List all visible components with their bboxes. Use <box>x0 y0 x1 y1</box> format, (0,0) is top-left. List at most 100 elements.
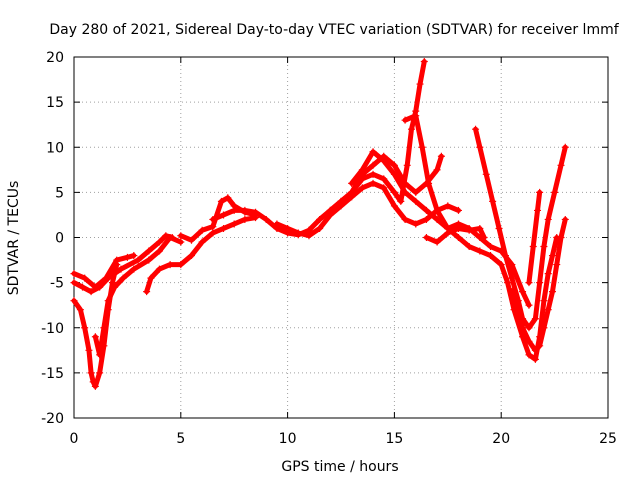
data-point-marker <box>369 179 377 187</box>
data-point-marker <box>487 252 495 260</box>
data-point-marker <box>531 346 539 354</box>
data-point-marker <box>390 202 398 210</box>
series-track-12 <box>422 224 488 246</box>
data-point-marker <box>224 194 232 202</box>
data-point-marker <box>561 215 569 223</box>
data-point-marker <box>508 274 516 282</box>
series-track-15 <box>525 188 544 287</box>
data-point-marker <box>418 143 426 151</box>
data-point-marker <box>380 157 388 165</box>
data-point-marker <box>217 197 225 205</box>
data-point-marker <box>96 369 104 377</box>
chart-title: Day 280 of 2021, Sidereal Day-to-day VTE… <box>49 22 619 38</box>
data-point-marker <box>369 148 377 156</box>
data-point-marker <box>544 306 552 314</box>
data-point-marker <box>412 188 420 196</box>
data-point-marker <box>519 288 527 296</box>
data-point-marker <box>525 337 533 345</box>
series-track-8 <box>273 179 462 240</box>
data-point-marker <box>529 243 537 251</box>
data-point-marker <box>465 226 473 234</box>
data-point-marker <box>525 279 533 287</box>
data-point-marker <box>220 211 228 219</box>
data-point-marker <box>540 324 548 332</box>
data-point-marker <box>433 238 441 246</box>
data-point-marker <box>252 208 260 216</box>
data-point-marker <box>104 297 112 305</box>
data-point-marker <box>501 252 509 260</box>
data-point-marker <box>294 229 302 237</box>
data-point-marker <box>422 206 430 214</box>
series-track-10 <box>348 148 533 309</box>
data-point-marker <box>316 224 324 232</box>
data-point-marker <box>433 215 441 223</box>
data-point-marker <box>401 188 409 196</box>
data-point-marker <box>476 143 484 151</box>
data-point-marker <box>390 161 398 169</box>
data-point-marker <box>390 170 398 178</box>
data-point-marker <box>348 179 356 187</box>
data-point-marker <box>465 243 473 251</box>
y-tick-label: 15 <box>46 95 64 111</box>
data-point-marker <box>525 324 533 332</box>
data-point-marker <box>96 283 104 291</box>
series-line <box>92 235 184 358</box>
data-point-marker <box>544 270 552 278</box>
data-point-marker <box>100 324 108 332</box>
x-tick-label: 25 <box>599 431 617 447</box>
data-point-marker <box>177 261 185 269</box>
data-point-marker <box>403 161 411 169</box>
data-point-marker <box>519 324 527 332</box>
data-point-marker <box>76 306 84 314</box>
data-point-marker <box>89 378 97 386</box>
data-point-marker <box>155 238 163 246</box>
data-point-marker <box>401 116 409 124</box>
data-point-marker <box>177 238 185 246</box>
data-point-marker <box>444 229 452 237</box>
series-track-13 <box>472 125 569 332</box>
x-tick-label: 15 <box>385 431 403 447</box>
data-point-marker <box>444 202 452 210</box>
data-point-marker <box>96 351 104 359</box>
data-point-marker <box>284 224 292 232</box>
data-point-marker <box>557 161 565 169</box>
data-point-marker <box>476 247 484 255</box>
series-line <box>509 216 568 353</box>
series-track-2 <box>70 232 176 296</box>
data-point-marker <box>155 247 163 255</box>
y-tick-label: 5 <box>55 185 64 201</box>
data-point-marker <box>147 274 155 282</box>
data-point-marker <box>111 283 119 291</box>
data-point-marker <box>166 234 174 241</box>
data-point-marker <box>162 232 170 240</box>
data-point-marker <box>145 256 153 264</box>
data-point-marker <box>544 215 552 223</box>
x-tick-label: 10 <box>279 431 297 447</box>
data-point-marker <box>209 223 217 231</box>
data-point-marker <box>305 232 313 240</box>
data-point-marker <box>87 288 95 296</box>
y-tick-label: 10 <box>46 140 64 156</box>
data-point-marker <box>489 197 497 205</box>
data-point-marker <box>177 232 185 240</box>
y-tick-label: 20 <box>46 50 64 66</box>
data-point-marker <box>155 265 163 273</box>
x-tick-label: 5 <box>176 431 185 447</box>
data-point-marker <box>536 279 544 287</box>
data-point-marker <box>401 215 409 223</box>
data-point-marker <box>358 175 366 183</box>
data-point-marker <box>230 220 238 228</box>
data-point-marker <box>187 236 195 244</box>
data-point-marker <box>454 224 462 232</box>
data-point-marker <box>561 143 569 151</box>
data-point-marker <box>166 261 174 269</box>
x-axis-label: GPS time / hours <box>281 459 398 475</box>
data-point-marker <box>412 220 420 228</box>
data-point-marker <box>380 184 388 192</box>
series-line <box>144 215 259 295</box>
data-point-marker <box>412 197 420 205</box>
series-track-3 <box>70 261 121 390</box>
series-track-5 <box>143 214 260 296</box>
data-point-marker <box>316 215 324 223</box>
data-point-marker <box>113 261 121 269</box>
